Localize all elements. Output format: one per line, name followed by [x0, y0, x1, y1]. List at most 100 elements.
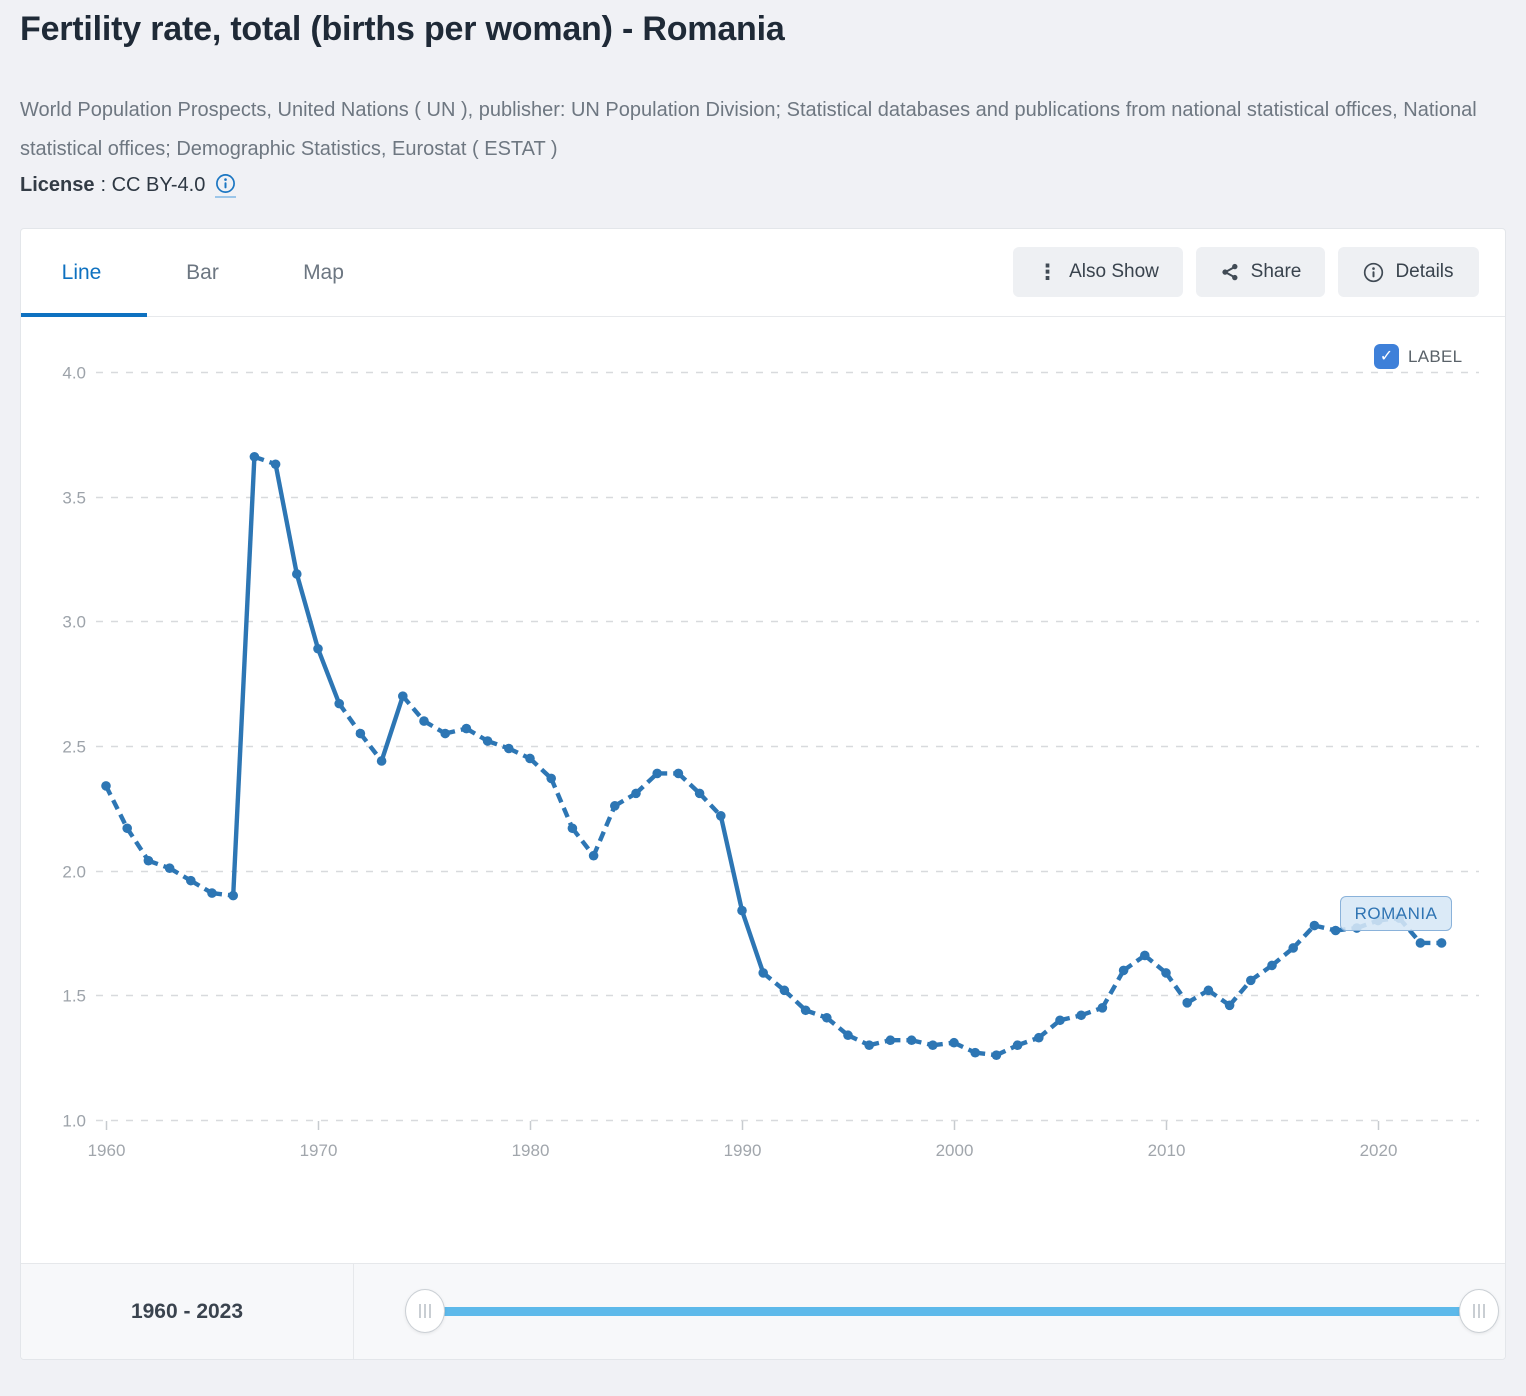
range-slider-handle-left[interactable] [405, 1289, 445, 1333]
data-point[interactable] [546, 773, 556, 784]
data-point[interactable] [398, 691, 408, 701]
tab-bar-label: Bar [186, 260, 219, 284]
series-line-segment [273, 463, 299, 575]
data-point[interactable] [376, 756, 387, 766]
data-point[interactable] [1012, 1040, 1023, 1050]
data-point[interactable] [822, 1012, 832, 1023]
details-button[interactable]: Details [1338, 247, 1479, 297]
data-point[interactable] [1288, 943, 1298, 953]
data-point[interactable] [482, 736, 493, 746]
data-point[interactable] [1161, 968, 1171, 978]
data-point[interactable] [694, 788, 705, 799]
data-point[interactable] [864, 1040, 874, 1050]
data-point[interactable] [949, 1037, 959, 1048]
kebab-icon: ⋮ [1037, 260, 1059, 284]
data-point[interactable] [1055, 1015, 1065, 1026]
data-point[interactable] [525, 753, 535, 764]
data-point[interactable] [758, 968, 768, 978]
data-point[interactable] [419, 716, 429, 726]
series-line-segment [337, 702, 363, 735]
share-button[interactable]: Share [1196, 247, 1325, 297]
series-line-segment [718, 815, 745, 912]
source-text: World Population Prospects, United Natio… [20, 99, 1477, 160]
series-line-segment [591, 804, 617, 857]
data-point[interactable] [970, 1047, 980, 1058]
data-point[interactable] [1097, 1003, 1108, 1013]
data-point[interactable] [1034, 1032, 1044, 1043]
license-info-icon[interactable] [215, 173, 237, 198]
data-point[interactable] [292, 569, 302, 579]
share-label: Share [1250, 261, 1302, 282]
x-axis-tick-label: 1970 [300, 1141, 338, 1160]
data-point[interactable] [101, 781, 111, 791]
data-point[interactable] [1224, 1000, 1235, 1011]
x-axis-tick-label: 1960 [88, 1141, 126, 1160]
data-point[interactable] [186, 875, 196, 886]
data-point[interactable] [885, 1035, 896, 1046]
data-point[interactable] [737, 905, 747, 916]
data-point[interactable] [1330, 925, 1341, 936]
y-axis-tick-label: 2.0 [62, 863, 86, 882]
data-point[interactable] [1182, 998, 1192, 1008]
data-point[interactable] [249, 451, 260, 462]
series-line-segment [528, 756, 553, 781]
data-point[interactable] [1415, 938, 1426, 948]
series-line-segment [1227, 978, 1253, 1007]
data-point[interactable] [1203, 985, 1214, 996]
tab-map[interactable]: Map [263, 229, 384, 316]
data-point[interactable] [610, 801, 620, 811]
series-label-romania[interactable]: ROMANIA [1340, 896, 1452, 931]
data-point[interactable] [504, 743, 514, 754]
data-point[interactable] [843, 1030, 853, 1041]
series-line-segment [634, 771, 659, 795]
data-point[interactable] [779, 985, 790, 996]
data-point[interactable] [1267, 960, 1277, 971]
data-point[interactable] [652, 768, 662, 779]
data-point[interactable] [313, 643, 323, 654]
data-point[interactable] [567, 823, 578, 834]
data-point[interactable] [906, 1035, 917, 1046]
range-slider-handle-right[interactable] [1459, 1289, 1499, 1333]
series-line-segment [782, 988, 808, 1012]
active-tab-indicator [21, 313, 147, 317]
data-point[interactable] [1436, 938, 1447, 948]
data-point[interactable] [440, 728, 451, 739]
data-point[interactable] [164, 863, 175, 873]
chart-card: Line Bar Map ⋮ Also Show [20, 228, 1506, 1360]
data-point[interactable] [355, 728, 366, 739]
range-footer: 1960 - 2023 [21, 1263, 1505, 1359]
data-point[interactable] [928, 1040, 938, 1050]
data-point[interactable] [228, 890, 238, 901]
x-axis-tick-label: 2020 [1360, 1141, 1398, 1160]
data-point[interactable] [631, 788, 641, 799]
data-point[interactable] [800, 1005, 811, 1016]
data-point[interactable] [1309, 920, 1320, 931]
data-point[interactable] [207, 888, 217, 898]
tab-line[interactable]: Line [21, 229, 147, 317]
series-line-segment [698, 791, 723, 818]
data-point[interactable] [588, 850, 599, 861]
series-line-segment [379, 695, 405, 762]
data-point[interactable] [716, 811, 726, 821]
data-point[interactable] [270, 459, 281, 470]
y-axis-tick-label: 1.5 [62, 987, 86, 1006]
series-line-segment [1164, 971, 1189, 1005]
data-point[interactable] [122, 823, 132, 834]
data-point[interactable] [143, 855, 154, 866]
x-axis-tick-label: 1990 [724, 1141, 762, 1160]
data-point[interactable] [1118, 965, 1129, 976]
tab-bar[interactable]: Bar [142, 229, 263, 316]
data-point[interactable] [1246, 975, 1256, 986]
label-checkbox[interactable]: ✓ LABEL [1374, 344, 1462, 369]
data-point[interactable] [334, 698, 345, 709]
year-range-slider-track[interactable] [425, 1307, 1479, 1316]
data-point[interactable] [1140, 950, 1150, 961]
data-point[interactable] [991, 1050, 1002, 1060]
data-point[interactable] [1076, 1010, 1086, 1021]
also-show-button[interactable]: ⋮ Also Show [1013, 247, 1183, 297]
data-point[interactable] [461, 723, 472, 734]
y-axis-tick-label: 3.5 [62, 489, 86, 508]
data-point[interactable] [673, 768, 684, 779]
series-line-segment [315, 647, 342, 705]
